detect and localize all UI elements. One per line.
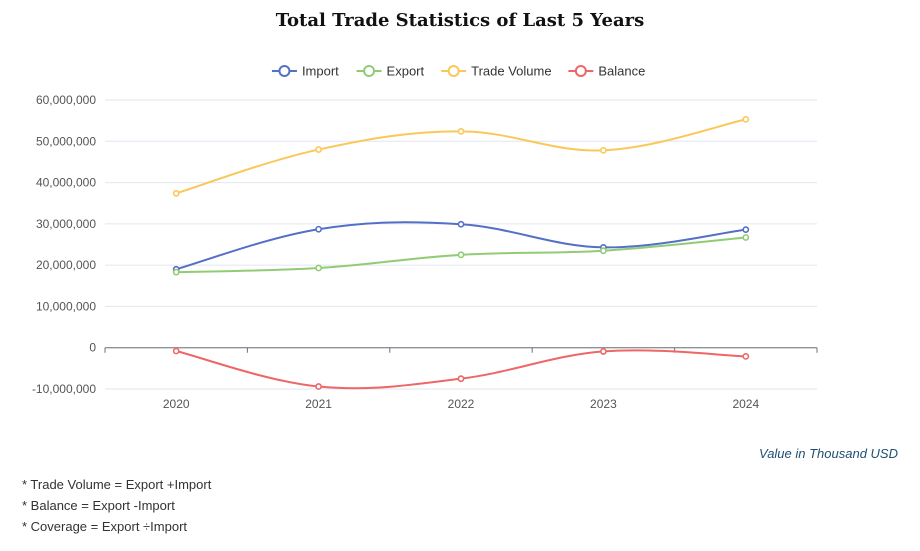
data-point-balance[interactable]: [172, 347, 180, 355]
formula-notes: * Trade Volume = Export +Import * Balanc…: [22, 474, 211, 537]
legend-item-trade-volume[interactable]: Trade Volume: [441, 64, 552, 79]
y-tick-label: -10,000,000: [32, 382, 96, 396]
y-tick-label: 40,000,000: [36, 176, 96, 190]
x-tick-label: 2020: [163, 397, 190, 411]
x-tick-label: 2021: [305, 397, 332, 411]
legend-marker-icon: [363, 65, 376, 77]
x-tick-label: 2022: [448, 397, 475, 411]
data-point-balance[interactable]: [742, 352, 750, 360]
legend-label: Export: [387, 64, 425, 79]
series-line-balance: [175, 349, 746, 390]
y-tick-label: 10,000,000: [36, 299, 96, 313]
data-point-import[interactable]: [742, 226, 750, 234]
y-tick-label: 60,000,000: [36, 93, 96, 107]
y-tick-label: 50,000,000: [36, 134, 96, 148]
chart-title: Total Trade Statistics of Last 5 Years: [276, 10, 645, 31]
data-point-export[interactable]: [742, 234, 750, 241]
legend-marker-icon: [574, 65, 587, 77]
legend-marker-icon: [447, 65, 460, 77]
x-tick-label: 2024: [732, 397, 759, 411]
note-trade-volume: * Trade Volume = Export +Import: [22, 477, 212, 492]
unit-note: Value in Thousand USD: [759, 446, 898, 461]
data-point-export[interactable]: [457, 251, 465, 259]
legend-label: Import: [302, 64, 339, 79]
y-tick-label: 20,000,000: [36, 258, 96, 272]
data-points: [172, 116, 750, 390]
legend: Import Export Trade Volume Balance: [271, 64, 645, 79]
data-point-export[interactable]: [600, 247, 607, 255]
data-point-balance[interactable]: [600, 348, 607, 355]
legend-item-export[interactable]: Export: [356, 64, 425, 79]
data-point-export[interactable]: [315, 264, 322, 272]
x-axis: 2020 2021 2022 2023 2024: [104, 347, 818, 411]
data-point-trade-volume[interactable]: [172, 189, 180, 197]
data-point-import[interactable]: [457, 220, 465, 228]
y-tick-label: 0: [89, 341, 96, 355]
legend-item-import[interactable]: Import: [271, 64, 339, 79]
data-point-trade-volume[interactable]: [457, 127, 465, 135]
data-point-trade-volume[interactable]: [742, 116, 750, 123]
data-point-trade-volume[interactable]: [315, 146, 322, 153]
y-tick-label: 30,000,000: [36, 217, 96, 231]
legend-label: Trade Volume: [471, 64, 551, 79]
grid-lines: [105, 99, 817, 390]
note-balance: * Balance = Export -Import: [22, 498, 175, 513]
legend-item-balance[interactable]: Balance: [568, 64, 645, 79]
x-tick-label: 2023: [590, 397, 617, 411]
data-point-export[interactable]: [172, 268, 180, 276]
data-point-balance[interactable]: [315, 383, 322, 390]
data-point-import[interactable]: [315, 225, 322, 233]
legend-label: Balance: [598, 64, 645, 79]
y-axis: -10,000,000 0 10,000,000 20,000,000 30,000,0…: [32, 93, 96, 396]
data-point-trade-volume[interactable]: [600, 146, 607, 154]
note-coverage: * Coverage = Export ÷Import: [22, 519, 188, 534]
legend-marker-icon: [278, 65, 291, 77]
data-point-balance[interactable]: [457, 375, 465, 383]
